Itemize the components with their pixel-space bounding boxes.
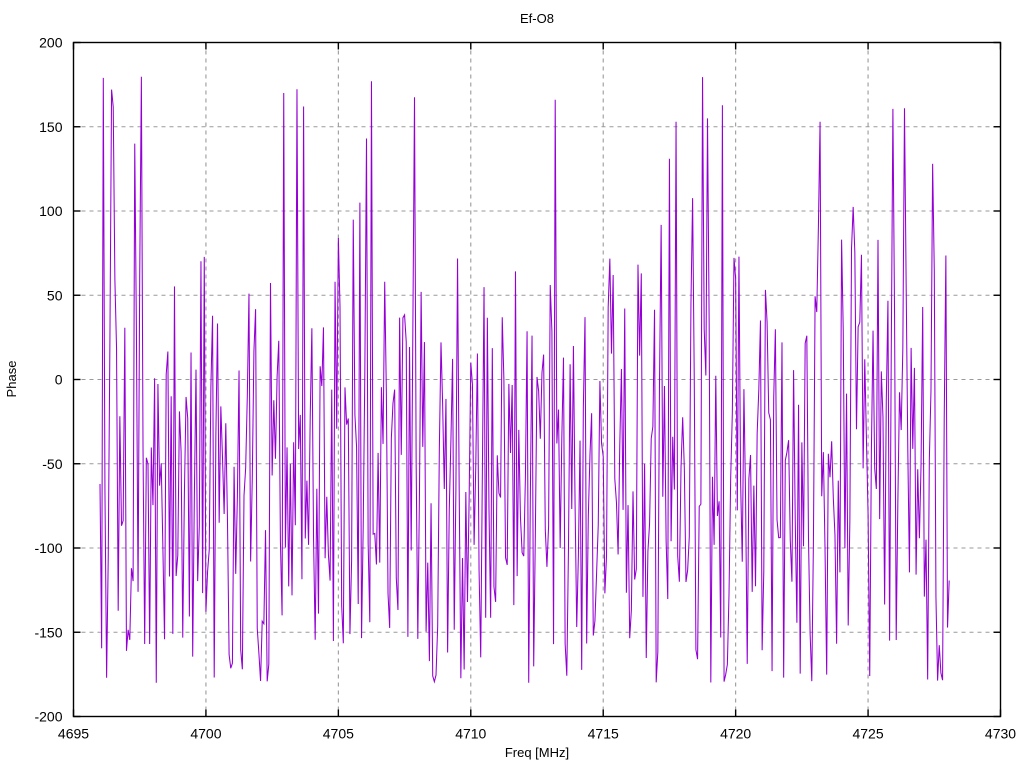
x-tick-label: 4700 <box>190 726 221 742</box>
y-axis-label: Phase <box>4 361 19 398</box>
y-tick-label: 100 <box>39 203 63 219</box>
y-tick-label: -50 <box>42 456 62 472</box>
x-tick-label: 4725 <box>852 726 883 742</box>
x-tick-label: 4710 <box>455 726 486 742</box>
y-tick-label: 50 <box>47 287 63 303</box>
x-axis-ticks: 4695 4700 4705 4710 4715 4720 4725 4730 <box>58 42 1016 742</box>
phase-series-line <box>99 76 950 684</box>
y-tick-label: -100 <box>34 540 62 556</box>
x-axis-label: Freq [MHz] <box>505 745 569 760</box>
x-tick-label: 4695 <box>58 726 89 742</box>
grid-lines <box>73 42 1001 717</box>
y-tick-label: 200 <box>39 35 63 51</box>
x-tick-label: 4720 <box>720 726 751 742</box>
y-tick-label: 150 <box>39 119 63 135</box>
chart-title: Ef-O8 <box>520 11 554 26</box>
y-tick-label: 0 <box>55 372 63 388</box>
data-series-group <box>99 76 950 684</box>
y-axis-ticks: -200 -150 -100 -50 0 50 100 150 200 <box>34 35 1001 725</box>
x-tick-label: 4705 <box>323 726 354 742</box>
y-tick-label: -200 <box>34 709 62 725</box>
y-tick-label: -150 <box>34 624 62 640</box>
x-tick-label: 4715 <box>588 726 619 742</box>
x-tick-label: 4730 <box>985 726 1016 742</box>
plot-frame-border <box>72 41 1002 718</box>
